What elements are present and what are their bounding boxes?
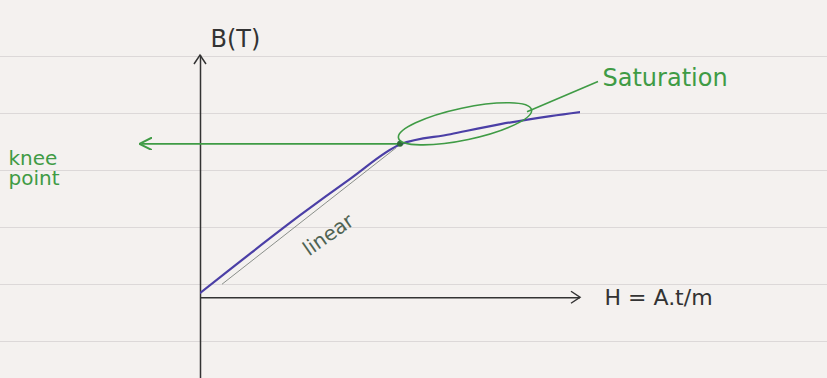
svg-text:kneepoint: kneepoint — [9, 146, 60, 190]
svg-text:linear: linear — [298, 208, 359, 261]
svg-text:H = A.t/m: H = A.t/m — [605, 285, 713, 310]
svg-text:B(T): B(T) — [211, 25, 261, 53]
svg-text:Saturation: Saturation — [603, 64, 728, 92]
